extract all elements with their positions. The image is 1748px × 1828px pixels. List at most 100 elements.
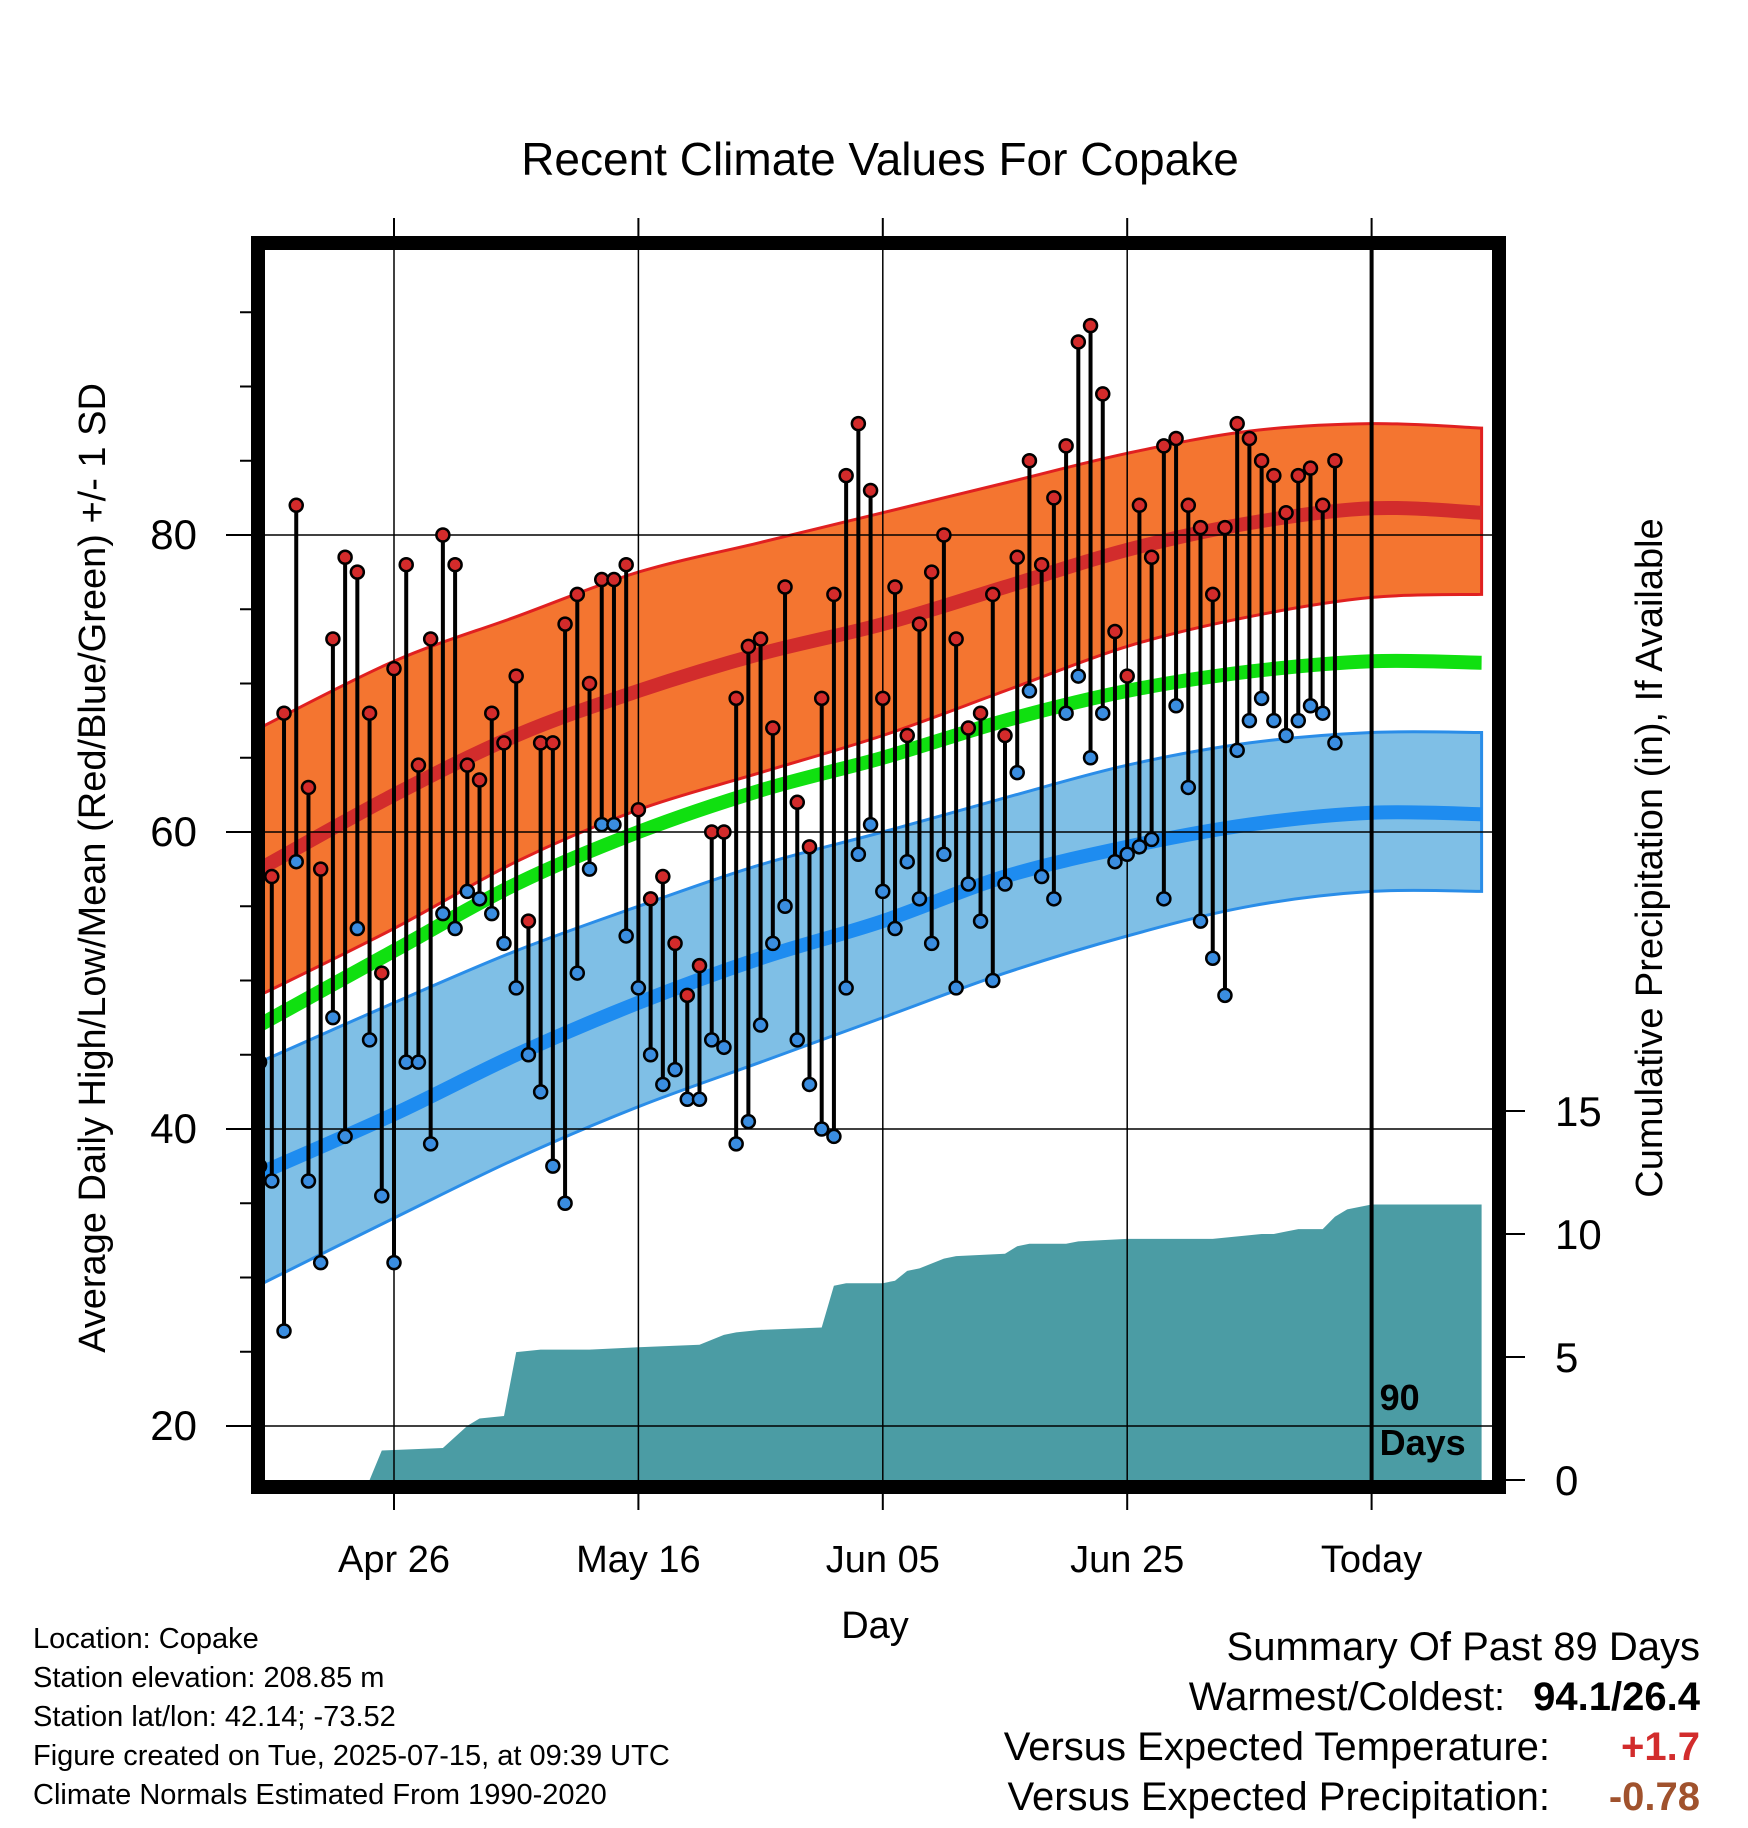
- daily-high-point: [1046, 490, 1062, 506]
- precipitation-area: [265, 1204, 1482, 1480]
- daily-low-point: [300, 1173, 317, 1189]
- daily-values-layer: [251, 317, 1343, 1339]
- daily-low-point: [642, 1047, 659, 1063]
- daily-low-point: [1033, 868, 1050, 885]
- daily-high-point: [1327, 453, 1343, 469]
- daily-low-point: [752, 1017, 769, 1033]
- daily-low-point: [960, 876, 977, 892]
- daily-low-point: [1241, 712, 1258, 729]
- daily-low-point: [1058, 705, 1074, 721]
- daily-low-point: [1082, 750, 1099, 766]
- daily-low-point: [813, 1121, 830, 1137]
- daily-low-point: [1290, 712, 1307, 729]
- daily-low-point: [997, 876, 1013, 892]
- daily-high-point: [1290, 467, 1307, 484]
- x-tick-label: Jun 25: [1070, 1539, 1184, 1581]
- y-tick-label: 60: [150, 808, 197, 855]
- daily-low-point: [484, 905, 500, 922]
- daily-low-point: [850, 846, 867, 863]
- daily-high-point: [1131, 497, 1148, 514]
- latlon-text: Station lat/lon: 42.14; -73.52: [33, 1701, 396, 1733]
- daily-low-point: [936, 846, 952, 863]
- daily-high-point: [1033, 556, 1050, 573]
- daily-high-point: [520, 913, 537, 929]
- precip-value: -0.78: [1608, 1775, 1700, 1819]
- daily-high-point: [777, 579, 793, 595]
- daily-low-point: [288, 853, 304, 870]
- daily-low-point: [264, 1173, 280, 1189]
- daily-high-point: [581, 675, 598, 692]
- daily-high-point: [887, 579, 903, 595]
- daily-low-point: [1180, 779, 1197, 796]
- daily-low-point: [435, 905, 451, 922]
- daily-high-point: [642, 891, 659, 907]
- daily-low-point: [386, 1254, 402, 1271]
- daily-low-point: [471, 891, 488, 907]
- daily-high-point: [789, 794, 806, 811]
- daily-low-point: [728, 1136, 744, 1152]
- daily-high-point: [398, 556, 414, 573]
- today-label-count: 90: [1380, 1377, 1420, 1418]
- daily-high-point: [1009, 549, 1025, 566]
- summary-heading: Summary Of Past 89 Days: [1226, 1625, 1700, 1669]
- daily-low-point: [1253, 690, 1270, 707]
- daily-low-point: [1107, 853, 1123, 870]
- daily-high-point: [349, 564, 366, 580]
- daily-high-point: [1168, 430, 1184, 447]
- summary-temperature-row: Versus Expected Temperature: +1.7: [1004, 1722, 1700, 1772]
- daily-high-point: [288, 497, 304, 514]
- daily-high-point: [850, 415, 867, 432]
- temp-label: Versus Expected Temperature:: [1003, 1725, 1550, 1769]
- extremes-value: 94.1/26.4: [1533, 1675, 1700, 1719]
- daily-high-point: [337, 549, 353, 566]
- x-tick-label: Jun 05: [826, 1539, 940, 1581]
- daily-high-point: [740, 638, 757, 655]
- daily-high-point: [667, 935, 683, 952]
- daily-high-point: [447, 556, 463, 573]
- daily-high-point: [985, 586, 1001, 603]
- daily-low-point: [1070, 668, 1087, 684]
- daily-low-point: [1009, 764, 1025, 781]
- daily-high-point: [1302, 460, 1319, 476]
- y2-tick-label: 5: [1555, 1334, 1578, 1381]
- precipitation-area-layer: [265, 1204, 1482, 1480]
- daily-low-point: [691, 1091, 708, 1108]
- daily-low-point: [923, 935, 940, 952]
- daily-low-point: [312, 1254, 329, 1271]
- daily-low-point: [1156, 891, 1172, 907]
- daily-high-point: [264, 868, 280, 885]
- daily-low-point: [1302, 698, 1319, 714]
- daily-low-point: [1192, 913, 1209, 929]
- daily-low-point: [1229, 742, 1245, 759]
- daily-high-point: [300, 779, 317, 796]
- daily-high-point: [1204, 586, 1221, 603]
- daily-low-point: [349, 920, 366, 937]
- precip-label: Versus Expected Precipitation:: [1007, 1775, 1550, 1819]
- daily-low-point: [1168, 698, 1184, 714]
- daily-low-point: [532, 1084, 549, 1100]
- summary-extremes-row: Warmest/Coldest: 94.1/26.4: [1004, 1672, 1700, 1722]
- daily-high-point: [1107, 623, 1123, 640]
- x-tick-label: Today: [1321, 1539, 1422, 1581]
- summary-panel: Summary Of Past 89 Days Warmest/Coldest:…: [1004, 1622, 1700, 1822]
- daily-low-point: [1327, 735, 1343, 751]
- daily-high-point: [997, 727, 1013, 744]
- daily-low-point: [899, 853, 915, 870]
- daily-high-point: [936, 527, 952, 543]
- daily-high-point: [276, 705, 292, 721]
- daily-high-point: [1082, 317, 1099, 334]
- daily-high-point: [813, 690, 830, 707]
- daily-high-point: [545, 735, 561, 751]
- daily-low-point: [1278, 727, 1294, 744]
- daily-low-point: [765, 935, 781, 952]
- daily-low-point: [716, 1039, 732, 1056]
- station-info: Location: Copake Station elevation: 208.…: [33, 1620, 670, 1815]
- summary-precip-row: Versus Expected Precipitation: -0.78: [1004, 1772, 1700, 1822]
- daily-high-point: [1253, 453, 1270, 469]
- daily-high-point: [1156, 438, 1172, 454]
- x-tick-label: Apr 26: [338, 1539, 450, 1581]
- daily-high-point: [1266, 467, 1282, 484]
- normals-text: Climate Normals Estimated From 1990-2020: [33, 1779, 607, 1811]
- daily-high-point: [911, 616, 928, 632]
